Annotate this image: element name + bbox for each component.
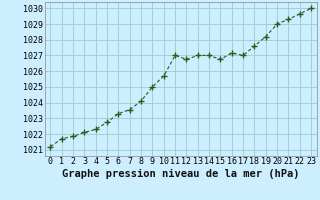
X-axis label: Graphe pression niveau de la mer (hPa): Graphe pression niveau de la mer (hPa): [62, 169, 300, 179]
